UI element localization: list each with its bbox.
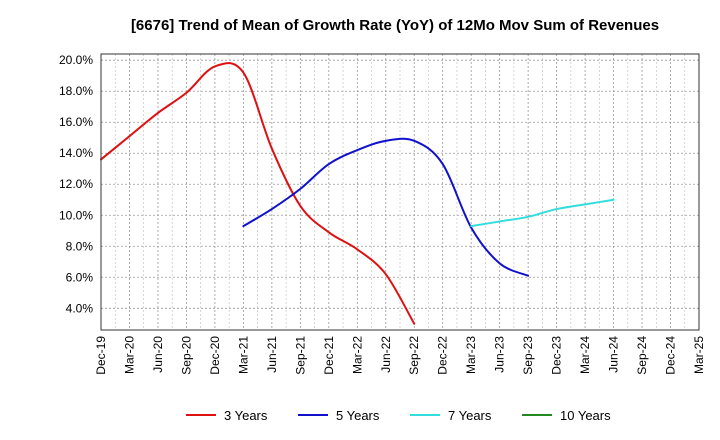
- x-tick-label: Sep-22: [407, 336, 421, 375]
- y-tick-label: 20.0%: [59, 53, 93, 67]
- series-group: [100, 62, 615, 325]
- x-tick-label: Mar-20: [122, 336, 136, 374]
- y-tick-label: 6.0%: [66, 270, 94, 284]
- x-tick-label: Mar-25: [692, 336, 706, 374]
- x-tick-label: Jun-24: [607, 336, 621, 373]
- x-tick-label: Dec-20: [208, 336, 222, 375]
- x-tick-label: Dec-21: [322, 336, 336, 375]
- y-axis: 4.0% 6.0% 8.0% 10.0% 12.0% 14.0% 16.0% 18.0% 20.…: [59, 53, 93, 315]
- legend-label: 5 Years: [336, 408, 380, 423]
- x-tick-label: Mar-23: [464, 336, 478, 374]
- series-line-7-years: [470, 198, 615, 228]
- y-tick-label: 18.0%: [59, 84, 93, 98]
- plot-border: [100, 53, 700, 331]
- x-tick-label: Sep-20: [179, 336, 193, 375]
- y-tick-label: 12.0%: [59, 177, 93, 191]
- legend-label: 10 Years: [560, 408, 611, 423]
- x-tick-label: Mar-24: [578, 336, 592, 374]
- legend-item-3-years: 3 Years: [186, 408, 268, 423]
- chart-title: [6676] Trend of Mean of Growth Rate (YoY…: [131, 17, 659, 34]
- grid: [100, 54, 700, 330]
- x-tick-label: Mar-22: [350, 336, 364, 374]
- y-tick-label: 10.0%: [59, 208, 93, 222]
- legend-item-10-years: 10 Years: [522, 408, 611, 423]
- x-tick-label: Dec-19: [94, 336, 108, 375]
- x-tick-label: Sep-21: [293, 336, 307, 375]
- legend-item-5-years: 5 Years: [298, 408, 380, 423]
- y-tick-label: 8.0%: [66, 239, 94, 253]
- legend-item-7-years: 7 Years: [410, 408, 492, 423]
- legend-label: 3 Years: [224, 408, 268, 423]
- y-tick-label: 16.0%: [59, 115, 93, 129]
- x-tick-label: Sep-23: [521, 336, 535, 375]
- legend: 3 Years 5 Years 7 Years 10 Years: [186, 408, 611, 423]
- legend-label: 7 Years: [448, 408, 492, 423]
- series-line-3-years: [100, 62, 416, 325]
- y-tick-label: 14.0%: [59, 146, 93, 160]
- x-tick-label: Jun-22: [379, 336, 393, 373]
- x-tick-label: Jun-21: [265, 336, 279, 373]
- x-tick-label: Dec-23: [550, 336, 564, 375]
- x-tick-label: Sep-24: [635, 336, 649, 375]
- series-line-5-years: [242, 137, 530, 277]
- x-axis: Dec-19 Mar-20 Jun-20 Sep-20 Dec-20 Mar-21 Jun-…: [94, 336, 706, 375]
- x-tick-label: Dec-22: [436, 336, 450, 375]
- x-tick-label: Jun-20: [151, 336, 165, 373]
- x-tick-label: Mar-21: [236, 336, 250, 374]
- x-tick-label: Dec-24: [664, 336, 678, 375]
- x-tick-label: Jun-23: [493, 336, 507, 373]
- y-tick-label: 4.0%: [66, 301, 94, 315]
